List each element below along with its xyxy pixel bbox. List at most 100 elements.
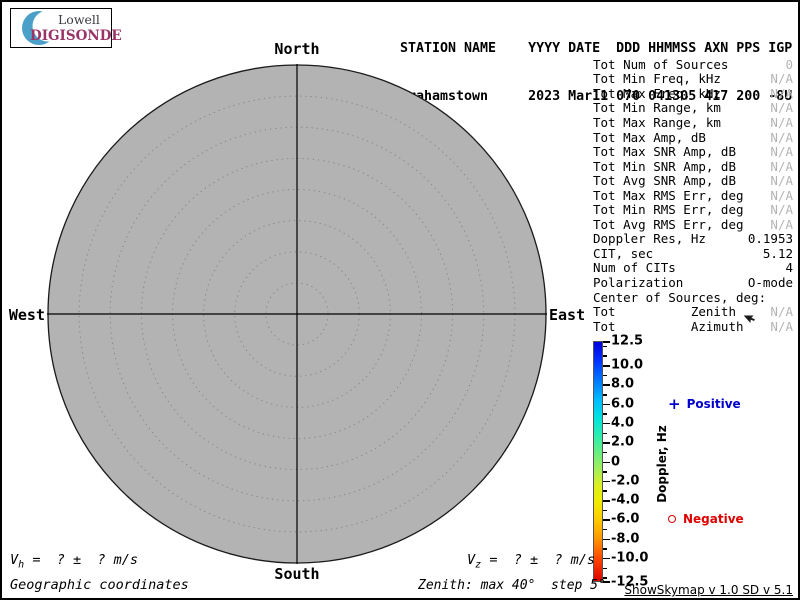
- vz-readout: Vz = ? ± ? m/s: [467, 552, 595, 571]
- station-header: STATION NAME YYYY DATE DDD HHMMSS AXN PP…: [400, 9, 792, 137]
- colorbar-tick: [603, 528, 607, 531]
- colorbar-tick: [603, 519, 610, 521]
- doppler-colorbar: 12.5 10.0 8.0 6.0 4.0 2.0 0 -2.0 -4.0 -6.0 -8.0 -10…: [593, 334, 663, 590]
- stats-table: Tot Num of Sources 0 Tot Min Freq, kHz N/A T…: [593, 57, 793, 334]
- legend-positive: + Positive: [668, 395, 741, 413]
- stat-value: N/A: [770, 85, 793, 101]
- colorbar-axis-label: Doppler, Hz: [655, 425, 669, 503]
- stat-label: Tot Min Range, km: [593, 100, 721, 116]
- stat-value: N/A: [770, 129, 793, 145]
- stat-label: Tot Num of Sources: [593, 56, 729, 72]
- legend-negative: Negative: [668, 512, 744, 526]
- stat-value: N/A: [770, 318, 793, 334]
- zenith-range-note: Zenith: max 40° step 5°: [418, 578, 606, 593]
- stat-value: O-mode: [747, 274, 793, 290]
- logo-text-lowell: Lowell: [58, 12, 100, 27]
- stat-value: N/A: [770, 71, 793, 87]
- stat-label: CIT, sec: [593, 245, 654, 261]
- open-circle-marker-icon: [668, 515, 676, 523]
- stat-label: Tot Avg SNR Amp, dB: [593, 173, 736, 189]
- colorbar-tick: [603, 394, 607, 396]
- stat-row: Tot Num of Sources 0: [593, 57, 793, 72]
- stat-row: Doppler Res, Hz 0.1953: [593, 231, 793, 247]
- compass-north: North: [274, 40, 320, 58]
- stat-label: Center of Sources, deg:: [593, 289, 767, 305]
- stat-value: N/A: [770, 187, 793, 203]
- skymap-plot: [47, 64, 547, 564]
- stat-row: Tot Avg RMS Err, deg N/A: [593, 217, 793, 232]
- colorbar-tick-label: 4.0: [611, 415, 635, 431]
- header-values: Grahamstown 2023 Mar11 070 041305 417 20…: [400, 89, 793, 104]
- header-columns: STATION NAME YYYY DATE DDD HHMMSS AXN PP…: [400, 41, 793, 56]
- stat-row: Tot Max RMS Err, deg N/A: [593, 188, 793, 203]
- stat-label: Doppler Res, Hz: [593, 231, 706, 247]
- stat-label: Tot Max Range, km: [593, 114, 721, 130]
- colorbar-tick: [603, 581, 610, 583]
- compass-south: South: [274, 565, 320, 583]
- stat-label: Tot Max SNR Amp, dB: [593, 144, 736, 160]
- colorbar-tick: [603, 384, 610, 386]
- stat-row: Tot Azimuth N/A: [593, 319, 793, 334]
- colorbar-tick: [603, 538, 610, 541]
- colorbar-tick-label: -4.0: [611, 492, 640, 508]
- stat-value: N/A: [770, 114, 793, 130]
- colorbar-tick: [603, 548, 607, 550]
- stat-label: Tot Min RMS Err, deg: [593, 202, 744, 218]
- mouse-cursor: [744, 315, 755, 323]
- colorbar-tick: [603, 341, 610, 343]
- stat-value: N/A: [770, 304, 793, 320]
- colorbar-tick-label: 12.5: [611, 333, 644, 349]
- stat-row: Tot Max Freq, kHz N/A: [593, 86, 793, 101]
- stat-value: N/A: [770, 158, 793, 174]
- logo-text-digisonde: DIGISONDE: [30, 28, 122, 44]
- colorbar-tick: [603, 403, 610, 406]
- colorbar-tick: [603, 567, 607, 570]
- compass-east: East: [549, 306, 586, 324]
- colorbar-tick: [603, 442, 610, 444]
- crescent-icon: [22, 10, 57, 45]
- stat-row: Tot Min SNR Amp, dB N/A: [593, 159, 793, 174]
- coordinates-note: Geographic coordinates: [10, 577, 189, 593]
- plus-marker-icon: +: [668, 395, 681, 413]
- colorbar-tick: [603, 374, 607, 377]
- stat-value: N/A: [770, 173, 793, 189]
- stat-label: Tot Max Amp, dB: [593, 129, 706, 145]
- stat-row: Tot Max SNR Amp, dB N/A: [593, 144, 793, 159]
- colorbar-tick: [603, 355, 607, 357]
- colorbar-tick-label: 0: [611, 454, 621, 469]
- stat-row: CIT, sec 5.12: [593, 246, 793, 261]
- colorbar-tick: [603, 577, 607, 579]
- stat-value: 0.1953: [747, 231, 793, 247]
- stat-label: Polarization: [593, 274, 684, 290]
- colorbar-tick-label: -6.0: [611, 511, 640, 527]
- stat-row: Polarization O-mode: [593, 275, 793, 290]
- app-version-label: ShowSkymap v 1.0 SD v 5.1: [624, 583, 793, 597]
- colorbar-tick: [603, 509, 607, 512]
- stat-label: Tot Avg RMS Err, deg: [593, 216, 744, 232]
- colorbar-gradient: [593, 341, 603, 582]
- compass-west: West: [8, 306, 45, 324]
- stat-row: Tot Min Freq, kHz N/A: [593, 71, 793, 87]
- colorbar-tick: [603, 451, 607, 454]
- stat-row: Num of CITs 4: [593, 260, 793, 276]
- colorbar-tick-label: 10.0: [611, 357, 644, 373]
- colorbar-tick: [603, 480, 610, 483]
- colorbar-tick: [603, 365, 610, 367]
- vh-readout: Vh = ? ± ? m/s: [10, 552, 138, 571]
- colorbar-tick: [603, 345, 607, 348]
- stat-value: 4: [785, 260, 793, 276]
- stat-row: Center of Sources, deg:: [593, 290, 793, 305]
- colorbar-tick-label: 2.0: [611, 434, 635, 450]
- colorbar-tick-label: -8.0: [611, 531, 640, 547]
- stat-value: 5.12: [762, 245, 793, 261]
- colorbar-tick: [603, 461, 610, 463]
- stat-row: Tot Avg SNR Amp, dB N/A: [593, 173, 793, 188]
- colorbar-tick: [603, 557, 610, 560]
- colorbar-tick: [603, 422, 610, 425]
- stat-row: Tot Min RMS Err, deg N/A: [593, 202, 793, 217]
- stat-value: N/A: [770, 100, 793, 116]
- colorbar-tick: [603, 490, 607, 492]
- lowell-digisonde-logo: Lowell DIGISONDE: [10, 8, 122, 48]
- stat-row: Tot Min Range, km N/A: [593, 100, 793, 116]
